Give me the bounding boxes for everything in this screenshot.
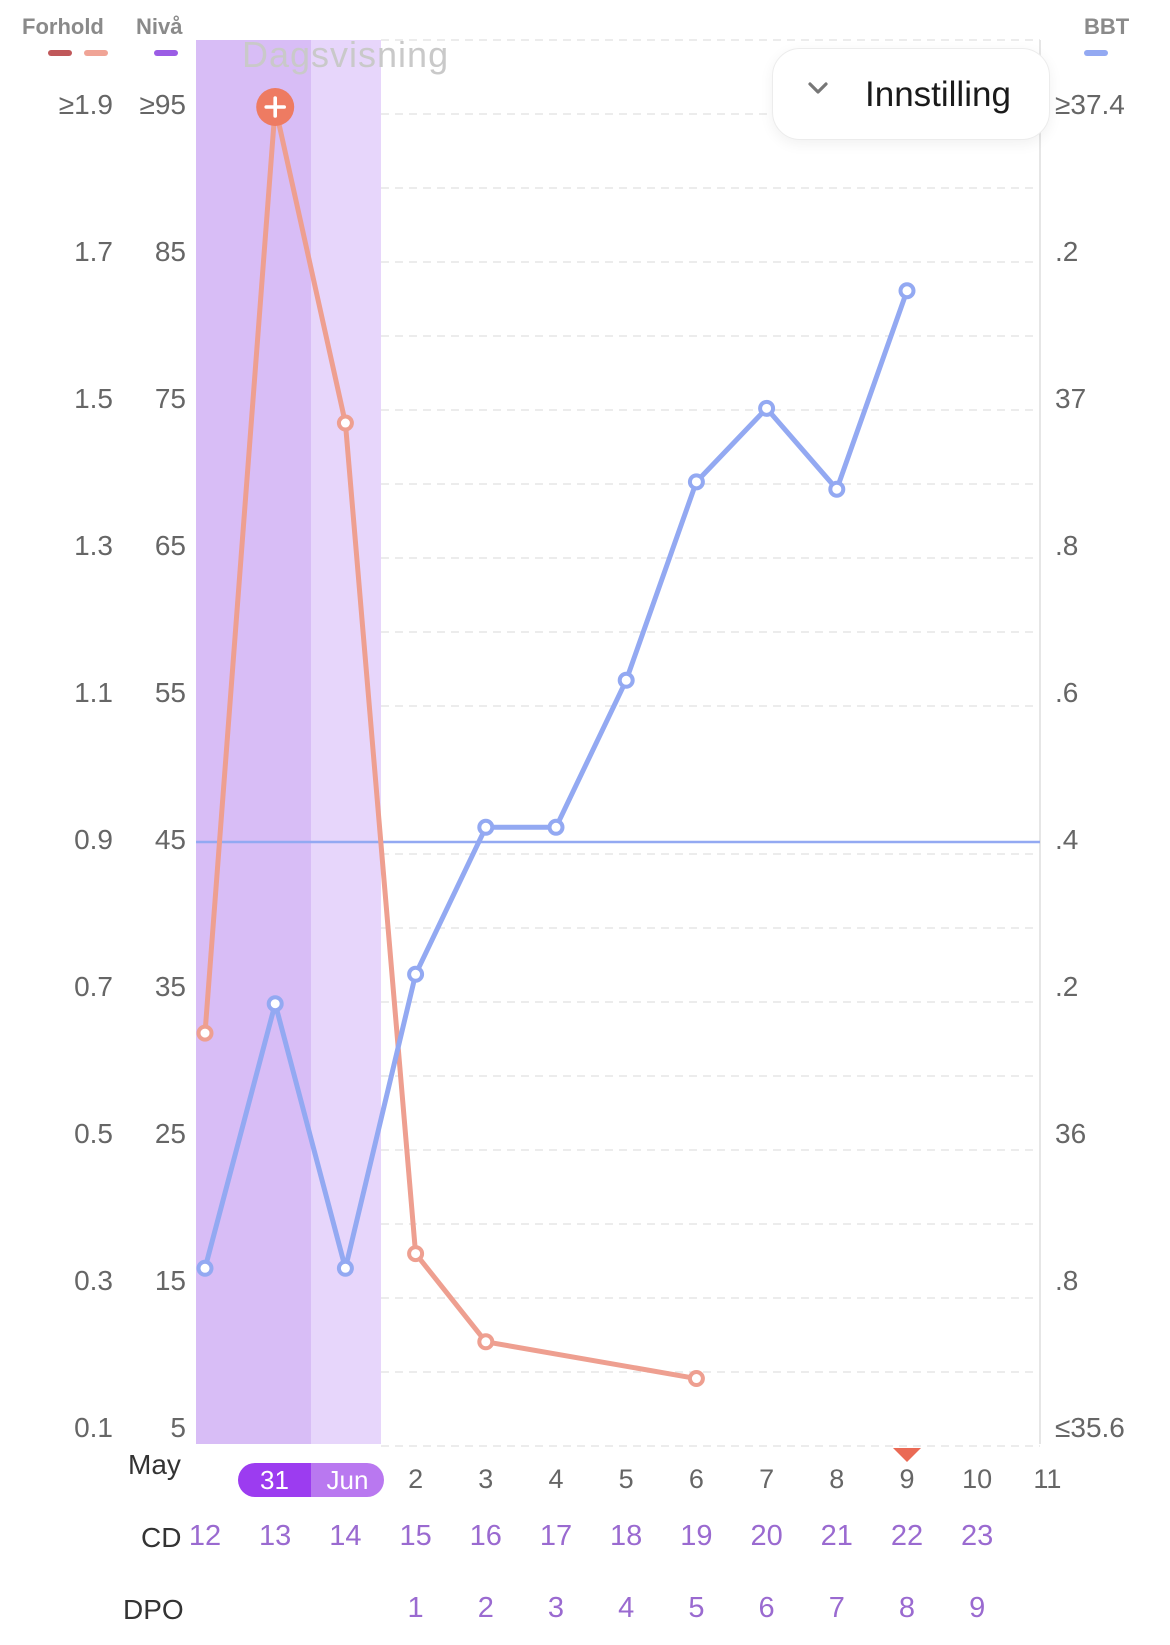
level-tick-label: 65 bbox=[154, 530, 186, 561]
cd-value: 23 bbox=[961, 1520, 994, 1552]
data-point-bbt bbox=[336, 1259, 354, 1277]
chevron-down-icon bbox=[808, 82, 828, 94]
ratio-tick-label: ≥1.9 bbox=[58, 89, 113, 120]
data-point-forhold bbox=[407, 1245, 425, 1263]
day-pill-selected[interactable]: 31 bbox=[238, 1463, 311, 1497]
data-point-forhold bbox=[687, 1370, 705, 1388]
cd-value: 12 bbox=[188, 1520, 222, 1552]
settings-button[interactable]: Innstilling bbox=[772, 48, 1050, 140]
cd-value: 21 bbox=[820, 1520, 853, 1552]
bbt-tick-label: .2 bbox=[1055, 236, 1079, 267]
bbt-tick-label: .8 bbox=[1055, 530, 1079, 561]
legend-niva-swatch bbox=[154, 50, 178, 56]
ratio-tick-label: 0.7 bbox=[74, 971, 113, 1002]
dpo-value: 1 bbox=[407, 1592, 424, 1624]
cd-value: 20 bbox=[750, 1520, 783, 1552]
day-label[interactable]: 7 bbox=[759, 1464, 775, 1494]
day-label[interactable]: 11 bbox=[1033, 1464, 1062, 1494]
cd-value: 14 bbox=[329, 1520, 362, 1552]
cd-value: 18 bbox=[610, 1520, 643, 1552]
day-label[interactable]: 8 bbox=[829, 1464, 845, 1494]
cd-row-label: CD bbox=[141, 1522, 182, 1553]
cd-value: 22 bbox=[890, 1520, 924, 1552]
settings-button-label: Innstilling bbox=[865, 75, 1011, 114]
day-label[interactable]: 9 bbox=[899, 1464, 915, 1494]
month-label: May bbox=[128, 1449, 181, 1480]
dpo-value: 6 bbox=[758, 1592, 775, 1624]
level-tick-label: 85 bbox=[154, 236, 186, 267]
data-point-bbt bbox=[758, 399, 776, 417]
dpo-row-label: DPO bbox=[123, 1594, 184, 1625]
bbt-tick-label: .8 bbox=[1055, 1265, 1079, 1296]
legend-forhold-swatch-dark bbox=[48, 50, 72, 56]
day-label[interactable]: 5 bbox=[618, 1464, 634, 1494]
legend-forhold-swatch-light bbox=[84, 50, 108, 56]
ratio-tick-label: 0.3 bbox=[74, 1265, 113, 1296]
level-tick-label: 15 bbox=[154, 1265, 186, 1296]
bbt-tick-label: 36 bbox=[1055, 1118, 1087, 1149]
legend-forhold-label: Forhold bbox=[22, 14, 104, 39]
dpo-value: 9 bbox=[969, 1592, 986, 1624]
cd-value: 17 bbox=[539, 1520, 573, 1552]
level-tick-label: 75 bbox=[154, 383, 186, 414]
day-label[interactable]: 3 bbox=[478, 1464, 494, 1494]
day-label[interactable]: 10 bbox=[962, 1464, 993, 1494]
data-point-bbt bbox=[898, 282, 916, 300]
cd-value: 16 bbox=[469, 1520, 502, 1552]
series-line-forhold bbox=[202, 104, 697, 1382]
level-tick-label: 45 bbox=[154, 824, 186, 855]
ovulation-marker bbox=[893, 1448, 921, 1462]
data-point-bbt bbox=[196, 1259, 214, 1277]
data-point-bbt bbox=[547, 818, 565, 836]
dpo-value: 4 bbox=[618, 1592, 635, 1624]
dpo-value: 8 bbox=[898, 1592, 916, 1624]
data-point-bbt bbox=[617, 671, 635, 689]
cd-value: 19 bbox=[680, 1520, 713, 1552]
data-point-forhold bbox=[477, 1333, 495, 1351]
level-tick-label: 35 bbox=[154, 971, 186, 1002]
bbt-tick-label: 37 bbox=[1055, 383, 1087, 414]
fertile-band-peak bbox=[196, 40, 311, 1444]
bbt-tick-label: .6 bbox=[1055, 677, 1079, 708]
ratio-tick-label: 0.1 bbox=[74, 1412, 113, 1443]
dpo-value: 3 bbox=[547, 1592, 565, 1624]
cd-value: 15 bbox=[399, 1520, 432, 1552]
bbt-tick-label: ≥37.4 bbox=[1055, 89, 1125, 120]
legend-bbt-label: BBT bbox=[1084, 14, 1130, 39]
ratio-tick-label: 1.1 bbox=[74, 677, 113, 708]
cd-value: 13 bbox=[259, 1520, 292, 1552]
ratio-tick-label: 1.5 bbox=[74, 383, 113, 414]
data-point-bbt bbox=[266, 995, 284, 1013]
level-tick-label: 25 bbox=[154, 1118, 186, 1149]
ratio-tick-label: 1.3 bbox=[74, 530, 113, 561]
plus-icon bbox=[264, 96, 286, 118]
view-mode-label: Dagsvisning bbox=[242, 34, 450, 75]
day-label[interactable]: 6 bbox=[688, 1464, 704, 1494]
legend-bbt-swatch bbox=[1084, 50, 1108, 56]
dpo-value: 7 bbox=[828, 1592, 845, 1624]
level-tick-label: ≥95 bbox=[139, 89, 186, 120]
bbt-tick-label: ≤35.6 bbox=[1055, 1412, 1125, 1443]
level-tick-label: 5 bbox=[170, 1412, 186, 1443]
legend-niva-label: Nivå bbox=[136, 14, 183, 39]
data-point-forhold bbox=[196, 1024, 214, 1042]
ratio-tick-label: 1.7 bbox=[74, 236, 113, 267]
data-point-bbt bbox=[407, 965, 425, 983]
data-point-bbt bbox=[828, 480, 846, 498]
level-tick-label: 55 bbox=[154, 677, 186, 708]
ratio-tick-label: 0.5 bbox=[74, 1118, 113, 1149]
day-label[interactable]: 2 bbox=[408, 1464, 424, 1494]
data-point-forhold bbox=[336, 414, 354, 432]
bbt-tick-label: .2 bbox=[1055, 971, 1079, 1002]
bbt-tick-label: .4 bbox=[1055, 824, 1079, 855]
day-label[interactable]: 4 bbox=[548, 1464, 564, 1494]
dpo-value: 2 bbox=[477, 1592, 494, 1624]
data-point-bbt bbox=[477, 818, 495, 836]
dpo-value: 5 bbox=[688, 1592, 705, 1624]
fertile-band bbox=[311, 40, 381, 1444]
ratio-tick-label: 0.9 bbox=[74, 824, 113, 855]
data-point-bbt bbox=[687, 473, 705, 491]
day-pill-month[interactable]: Jun bbox=[311, 1463, 384, 1497]
